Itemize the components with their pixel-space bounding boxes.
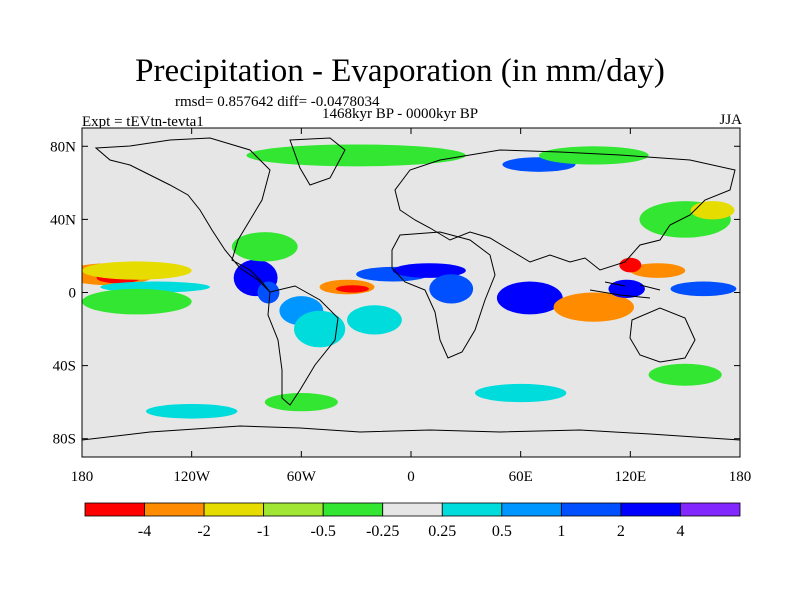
colorbar-swatch <box>501 502 562 517</box>
south-atlantic-cyan <box>347 305 402 335</box>
lat-tick-label: 40S <box>53 359 76 375</box>
indian-wet <box>496 281 563 315</box>
pacific-south-green <box>82 288 192 315</box>
colorbar-swatch <box>680 502 741 517</box>
lat-tick-label: 40N <box>50 212 76 228</box>
sahel-wet <box>392 263 466 278</box>
south-pacific-green <box>648 363 722 386</box>
colorbar-swatch <box>322 502 384 517</box>
lon-tick-label: 60E <box>509 469 533 485</box>
lon-tick-label: 0 <box>407 469 415 485</box>
colorbar-label: -4 <box>138 523 151 540</box>
field-contours <box>82 144 737 419</box>
colorbar-label: -2 <box>197 523 210 540</box>
central-america-wet2 <box>257 281 280 304</box>
colorbar-label: -0.25 <box>366 523 399 540</box>
stats-text: rmsd= 0.857642 diff= -0.0478034 <box>175 94 380 110</box>
siberia-green <box>538 146 649 165</box>
colorbar-label: -1 <box>257 523 270 540</box>
lat-tick-label: 80S <box>53 432 76 448</box>
southern-cyan <box>145 403 238 419</box>
amazon-cyan <box>294 310 346 348</box>
coast-south-america <box>267 285 339 406</box>
lon-tick-label: 60W <box>287 469 317 485</box>
lon-tick-label: 120E <box>614 469 646 485</box>
colorbar-swatch <box>263 502 324 517</box>
africa-wet <box>429 274 474 304</box>
north-pacific-yellow <box>690 201 735 220</box>
colorbar-swatch <box>620 502 681 517</box>
season-text: JJA <box>719 112 742 128</box>
west-pacific-red <box>619 257 642 273</box>
colorbar-label: 4 <box>676 523 684 540</box>
atlantic-dry-core <box>336 285 369 293</box>
indian-orange <box>553 292 634 322</box>
coast-antarctica <box>82 425 740 441</box>
lon-tick-label: 180 <box>71 469 94 485</box>
coast-africa <box>391 231 496 359</box>
coastlines <box>82 137 740 441</box>
colorbar-label: 0.5 <box>492 523 512 540</box>
colorbar-label: 0.25 <box>428 523 456 540</box>
colorbar: -4 -2 -1 -0.5 -0.25 0.25 0.5 1 2 4 <box>84 502 741 540</box>
coast-eurasia <box>394 149 736 271</box>
colorbar-swatch <box>203 502 265 517</box>
coast-greenland <box>289 137 346 186</box>
lat-tick-label: 0 <box>69 286 77 302</box>
southern-green <box>264 393 338 412</box>
south-indian-cyan <box>474 383 567 403</box>
west-pacific-dry <box>630 263 686 278</box>
colorbar-label: 2 <box>617 523 625 540</box>
experiment-text: Expt = tEVtn-tevta1 <box>82 114 204 130</box>
west-pacific-wet <box>670 281 737 297</box>
coast-australia <box>629 307 696 363</box>
colorbar-label: 1 <box>557 523 565 540</box>
caribbean-green <box>231 232 298 262</box>
period-text: 1468kyr BP - 0000kyr BP <box>322 106 479 122</box>
colorbar-swatch <box>84 502 145 517</box>
lon-tick-label: 120W <box>173 469 211 485</box>
lat-tick-label: 80N <box>50 139 76 155</box>
pacific-yellow-band <box>82 261 192 280</box>
lon-tick-label: 180 <box>729 469 752 485</box>
plot-title: Precipitation - Evaporation (in mm/day) <box>135 53 665 89</box>
coast-north-america <box>94 137 271 293</box>
colorbar-swatch <box>441 502 503 517</box>
colorbar-swatch <box>382 502 443 517</box>
arctic-green <box>246 144 466 167</box>
colorbar-swatch <box>560 502 622 517</box>
coast-indonesia <box>589 281 661 299</box>
colorbar-swatch <box>144 502 205 517</box>
colorbar-label: -0.5 <box>311 523 336 540</box>
axis-ticks: 80N 40N 0 40S 80S 180 120W 60W 0 60E 120E 180 <box>50 128 751 485</box>
